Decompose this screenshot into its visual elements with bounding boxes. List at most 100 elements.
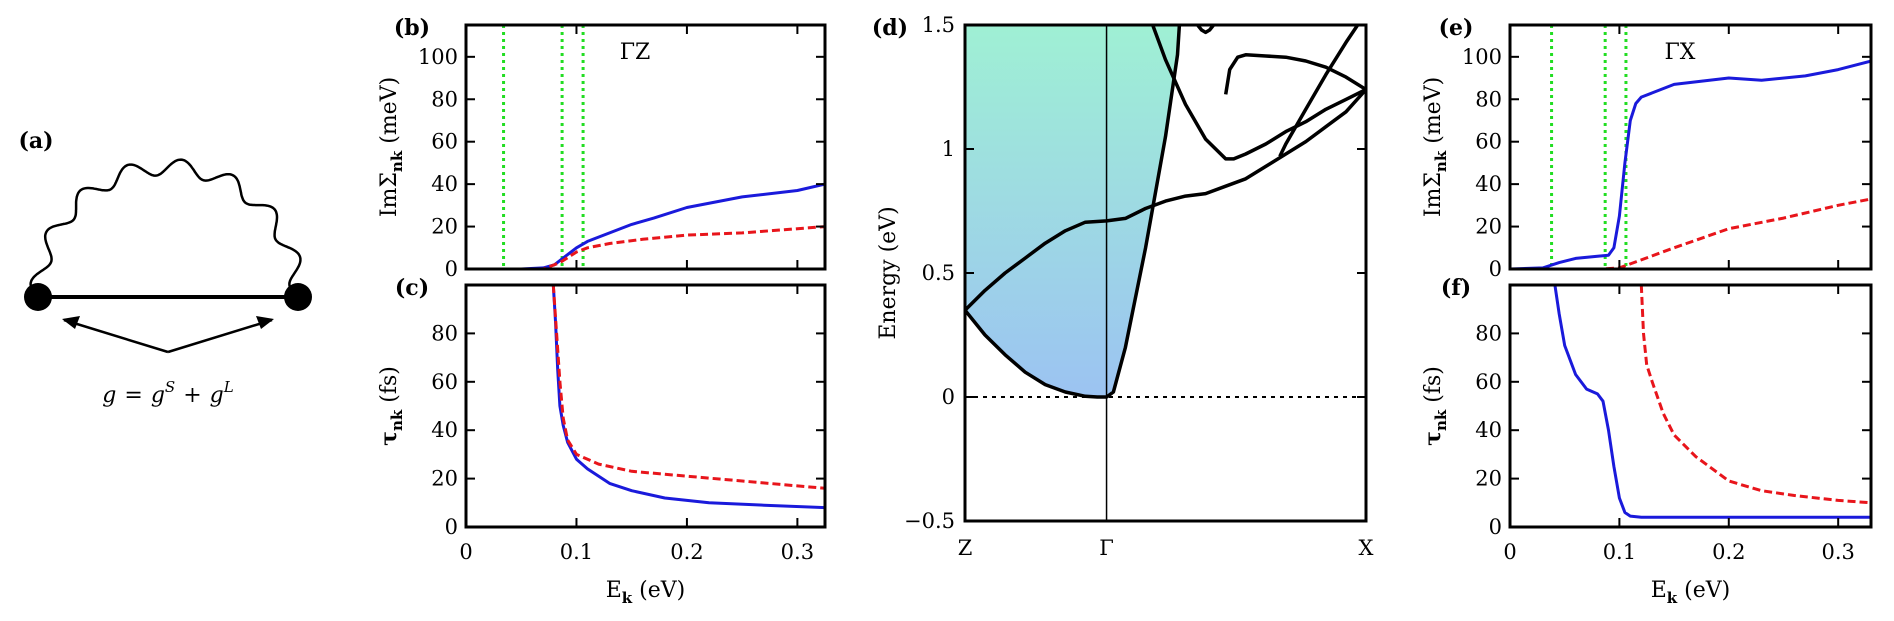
- panel-d-band-structure: −0.5 0 0.5 1 1.5 Z Γ X (d) Energy (eV): [872, 13, 1374, 560]
- y-tick-label: 60: [1475, 130, 1502, 154]
- panel-label: (b): [394, 15, 430, 41]
- panel-a-feynman-diagram: (a)g = gS + gL: [18, 128, 312, 408]
- arrow-left: [63, 318, 169, 354]
- x-label-base: E: [606, 578, 622, 603]
- formula-lhs: g: [102, 383, 116, 408]
- axes-frame: [464, 283, 827, 529]
- series-blue: [466, 182, 825, 269]
- y-tick-label: 20: [431, 467, 458, 491]
- y-tick-label: 60: [431, 130, 458, 154]
- y-tick-label: 0: [1489, 515, 1502, 539]
- x-tick-label: 0: [1503, 540, 1516, 564]
- formula-t1: g: [151, 383, 165, 408]
- y-tick-label: 60: [431, 370, 458, 394]
- x-label-sub: k: [1667, 589, 1678, 607]
- y-label-base: τ: [1420, 431, 1446, 446]
- y-tick-label: 0.5: [922, 261, 955, 285]
- band-line: [1196, 25, 1215, 35]
- y-tick-label: 40: [431, 172, 458, 196]
- y-label-sub: nk: [1432, 150, 1450, 172]
- x-tick-label: 0.1: [560, 540, 593, 564]
- band-line: [1278, 25, 1360, 158]
- y-label-base: ImΣ: [377, 172, 402, 217]
- plot-area: [551, 285, 825, 510]
- y-tick-label: 80: [431, 321, 458, 345]
- arrowhead-right: [256, 316, 274, 329]
- plot-area: [466, 25, 825, 269]
- y-tick-label: 1.5: [922, 13, 955, 37]
- y-tick-label: 100: [1462, 45, 1502, 69]
- series-red: [1510, 197, 1871, 269]
- y-tick-label: 1: [942, 137, 955, 161]
- y-label-sub: nk: [388, 409, 406, 431]
- y-tick-label: 80: [1475, 321, 1502, 345]
- x-tick-label: 0.3: [1821, 540, 1854, 564]
- formula: g = gS + gL: [102, 378, 233, 408]
- y-axis-label: τnk (fs): [376, 366, 406, 446]
- formula-plus: +: [183, 383, 201, 408]
- panel-b-self-energy-gamma-z: 0 20 40 60 80 100 (b) ΓZ ImΣnk (meV): [377, 15, 827, 281]
- y-tick-label: 100: [418, 45, 458, 69]
- x-tick-label: Z: [958, 536, 973, 560]
- y-tick-label: 0: [445, 515, 458, 539]
- y-label-unit: (fs): [1421, 366, 1446, 410]
- series-blue: [1553, 285, 1871, 519]
- axes-frame: [1508, 283, 1873, 529]
- y-label-unit: (meV): [1421, 77, 1446, 151]
- y-tick-label: 80: [431, 87, 458, 111]
- x-tick-label: X: [1359, 536, 1374, 560]
- panel-label: (e): [1439, 15, 1474, 41]
- panel-e-self-energy-gamma-x: 0 20 40 60 80 100 (e) ΓX ImΣnk (meV): [1421, 15, 1873, 281]
- y-axis-label: Energy (eV): [876, 206, 901, 339]
- y-tick-label: 20: [1475, 467, 1502, 491]
- y-tick-label: 0: [445, 257, 458, 281]
- x-tick-label: Γ: [1099, 536, 1114, 560]
- arrowhead-left: [62, 316, 80, 329]
- band-line: [1151, 25, 1366, 161]
- y-label-unit: (fs): [377, 366, 402, 410]
- series-red: [1639, 285, 1871, 505]
- x-label-base: E: [1651, 578, 1667, 603]
- axes-frame: [1508, 23, 1873, 271]
- formula-s1: S: [165, 378, 175, 396]
- x-axis-label: Ek (eV): [606, 578, 686, 607]
- series-red: [466, 225, 825, 269]
- x-tick-label: 0.2: [670, 540, 703, 564]
- y-tick-label: 20: [431, 215, 458, 239]
- x-tick-label: 0: [459, 540, 472, 564]
- x-label-unit: (eV): [632, 578, 685, 603]
- y-label-sub: nk: [388, 150, 406, 172]
- band-line: [1223, 53, 1366, 95]
- y-axis-label: ImΣnk (meV): [377, 77, 406, 217]
- band-line: [965, 88, 1366, 312]
- series-blue: [551, 285, 825, 510]
- y-tick-label: 60: [1475, 370, 1502, 394]
- panel-label: (a): [18, 128, 53, 154]
- y-tick-label: 0: [1489, 257, 1502, 281]
- series-blue: [1510, 59, 1871, 269]
- plot-area: [1510, 25, 1871, 269]
- panel-label: (d): [872, 15, 908, 41]
- series-red: [551, 285, 825, 490]
- band-line: [965, 25, 1182, 399]
- y-axis-label: ImΣnk (meV): [1421, 77, 1450, 217]
- panel-label: (c): [395, 275, 429, 301]
- y-label-sub: nk: [1432, 409, 1450, 431]
- panel-c-lifetime-gamma-z: 0 20 40 60 80 0 0.1 0.2 0.3 (c) τnk (fs) Ek (eV): [376, 275, 827, 607]
- panel-label: (f): [1441, 275, 1471, 301]
- y-tick-label: 20: [1475, 215, 1502, 239]
- vertex-right: [284, 283, 312, 311]
- direction-annotation: ΓZ: [620, 40, 651, 65]
- y-tick-label: 40: [431, 418, 458, 442]
- formula-s2: L: [223, 378, 234, 396]
- y-label-base: ImΣ: [1421, 172, 1446, 217]
- y-tick-label: 40: [1475, 418, 1502, 442]
- x-tick-label: 0.1: [1603, 540, 1636, 564]
- panel-f-lifetime-gamma-x: 0 20 40 60 80 0 0.1 0.2 0.3 (f) τnk (fs) Ek (eV): [1420, 275, 1873, 607]
- photon-wavy-line: [29, 158, 302, 298]
- x-label-sub: k: [622, 589, 633, 607]
- direction-annotation: ΓX: [1665, 40, 1696, 65]
- plot-area: [965, 25, 1366, 521]
- y-tick-label: 40: [1475, 172, 1502, 196]
